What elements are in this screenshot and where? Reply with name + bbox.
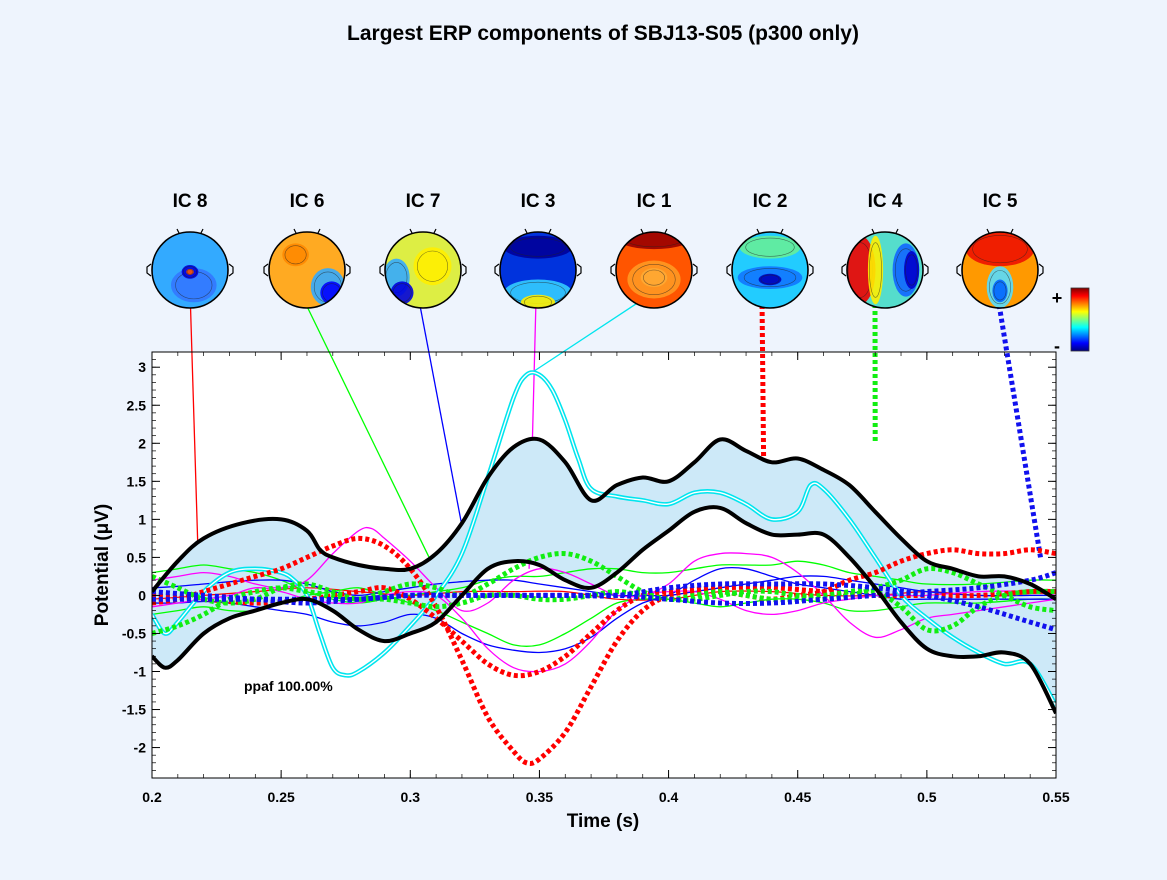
colorbar-minus-label: - bbox=[1054, 336, 1060, 356]
ear-left bbox=[264, 264, 268, 276]
topomap-5: IC 1 bbox=[611, 191, 697, 308]
ear-right bbox=[229, 264, 233, 276]
topomap-colors bbox=[616, 226, 692, 308]
colorbar-plus-label: + bbox=[1052, 288, 1063, 308]
y-axis-label: Potential (μV) bbox=[92, 504, 113, 626]
topomap-label: IC 6 bbox=[290, 191, 325, 212]
topomap-4: IC 3 bbox=[495, 191, 581, 310]
colorbar bbox=[1071, 288, 1089, 351]
topomap-blob bbox=[904, 251, 919, 289]
ear-left bbox=[495, 264, 499, 276]
ear-right bbox=[924, 264, 928, 276]
x-tick-label: 0.35 bbox=[526, 789, 553, 805]
topomap-7: IC 4 bbox=[842, 191, 928, 308]
topomap-label: IC 5 bbox=[983, 191, 1018, 212]
x-axis-label: Time (s) bbox=[567, 811, 640, 832]
y-tick-label: -1 bbox=[134, 664, 147, 680]
ppaf-annotation: ppaf 100.00% bbox=[244, 678, 333, 694]
y-tick-label: 2.5 bbox=[127, 397, 147, 413]
x-tick-label: 0.4 bbox=[659, 789, 679, 805]
topomap-blob bbox=[759, 274, 782, 285]
x-tick-label: 0.2 bbox=[142, 789, 162, 805]
topomap-blob bbox=[616, 226, 692, 249]
ear-left bbox=[842, 264, 846, 276]
ear-right bbox=[693, 264, 697, 276]
topomap-3: IC 7 bbox=[380, 191, 466, 308]
ear-left bbox=[957, 264, 961, 276]
ear-left bbox=[611, 264, 615, 276]
topomap-1: IC 8 bbox=[147, 191, 233, 308]
ear-right bbox=[1039, 264, 1043, 276]
ear-left bbox=[147, 264, 151, 276]
topomap-label: IC 1 bbox=[637, 191, 672, 212]
topomap-blob bbox=[868, 236, 883, 304]
chart-title: Largest ERP components of SBJ13-S05 (p30… bbox=[347, 22, 859, 45]
topomap-label: IC 8 bbox=[173, 191, 208, 212]
y-tick-label: 2 bbox=[138, 435, 146, 451]
y-tick-label: -1.5 bbox=[122, 702, 146, 718]
topomap-2: IC 6 bbox=[264, 191, 350, 308]
topomap-label: IC 7 bbox=[406, 191, 441, 212]
ear-right bbox=[577, 264, 581, 276]
topomap-6: IC 2 bbox=[727, 191, 813, 308]
y-tick-label: 0.5 bbox=[127, 549, 147, 565]
topomap-blob bbox=[504, 236, 572, 259]
topomap-blob bbox=[282, 243, 309, 266]
ear-left bbox=[380, 264, 384, 276]
y-tick-label: -2 bbox=[134, 740, 147, 756]
topomap-blob bbox=[186, 269, 194, 275]
y-tick-label: 1.5 bbox=[127, 473, 147, 489]
topomap-label: IC 3 bbox=[521, 191, 556, 212]
topomap-label: IC 4 bbox=[868, 191, 903, 212]
topomap-8: IC 5 bbox=[957, 191, 1043, 308]
x-tick-label: 0.3 bbox=[401, 789, 421, 805]
topomap-label: IC 2 bbox=[753, 191, 788, 212]
topomap-row: IC 8 IC 6 IC 7 IC 3 IC 1 IC 2 IC 4 IC 5 bbox=[147, 191, 1043, 310]
topomap-blob bbox=[966, 232, 1034, 266]
topomap-blob bbox=[641, 268, 668, 287]
y-tick-label: -0.5 bbox=[122, 625, 146, 641]
x-tick-label: 0.25 bbox=[268, 789, 295, 805]
y-tick-label: 0 bbox=[138, 587, 146, 603]
y-tick-label: 3 bbox=[138, 359, 146, 375]
ear-left bbox=[727, 264, 731, 276]
ear-right bbox=[809, 264, 813, 276]
topomap-blob bbox=[320, 281, 343, 304]
ear-right bbox=[346, 264, 350, 276]
x-tick-label: 0.5 bbox=[917, 789, 937, 805]
topomap-blob bbox=[992, 280, 1007, 303]
x-tick-label: 0.55 bbox=[1042, 789, 1069, 805]
y-tick-label: 1 bbox=[138, 511, 146, 527]
topomap-blob bbox=[414, 247, 452, 285]
ear-right bbox=[462, 264, 466, 276]
x-tick-label: 0.45 bbox=[784, 789, 811, 805]
